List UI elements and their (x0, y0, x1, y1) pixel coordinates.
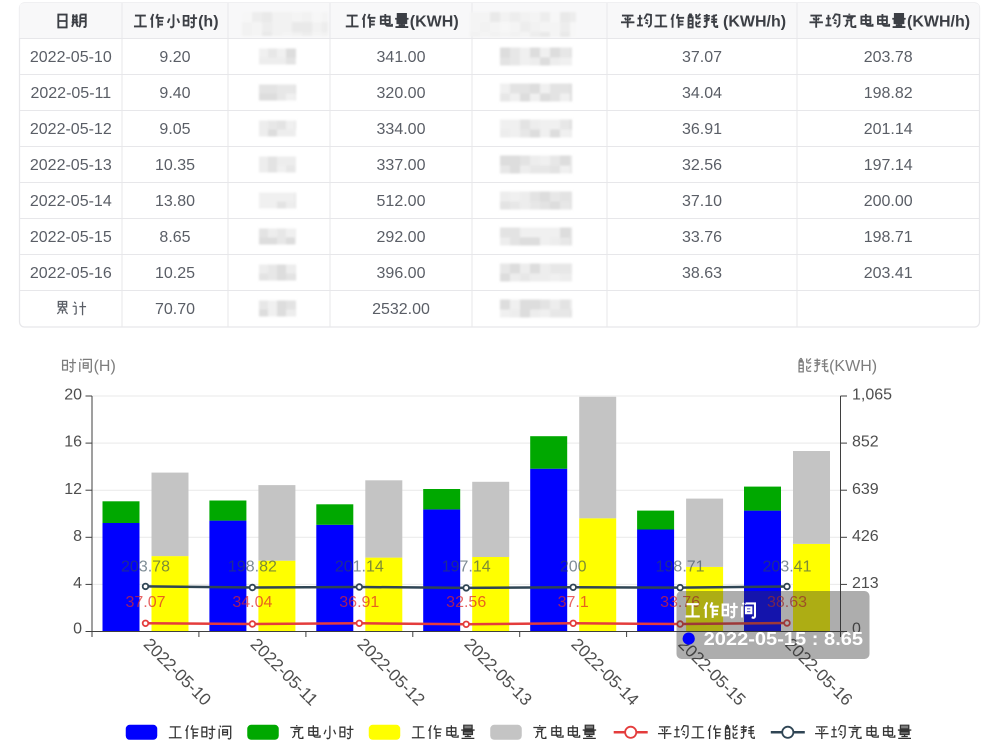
svg-text:334.00: 334.00 (377, 121, 426, 138)
svg-text:320.00: 320.00 (377, 85, 426, 102)
svg-text:70.70: 70.70 (155, 301, 195, 318)
svg-text:203.78: 203.78 (864, 49, 913, 66)
svg-text:2022-05-11: 2022-05-11 (30, 85, 111, 102)
svg-text:(H): (H) (94, 358, 116, 375)
svg-text:10.35: 10.35 (155, 157, 195, 174)
svg-text:0: 0 (73, 621, 82, 638)
svg-text:203.78: 203.78 (121, 559, 170, 576)
svg-text:198.82: 198.82 (228, 559, 277, 576)
svg-text:4: 4 (73, 575, 82, 592)
svg-text:36.91: 36.91 (682, 121, 722, 138)
svg-text:2022-05-10: 2022-05-10 (30, 49, 112, 66)
svg-text:37.07: 37.07 (125, 594, 165, 611)
svg-text:197.14: 197.14 (442, 559, 491, 576)
svg-text:2022-05-11: 2022-05-11 (247, 634, 322, 709)
svg-text:512.00: 512.00 (377, 193, 426, 210)
svg-text:198.71: 198.71 (864, 229, 913, 246)
svg-text:37.10: 37.10 (682, 193, 722, 210)
svg-text:203.41: 203.41 (864, 265, 913, 282)
svg-text:37.07: 37.07 (682, 49, 722, 66)
svg-text:1,065: 1,065 (852, 387, 892, 404)
svg-text:2022-05-14: 2022-05-14 (30, 193, 112, 210)
svg-text:2022-05-13: 2022-05-13 (461, 634, 536, 709)
svg-text:2022-05-12: 2022-05-12 (30, 121, 112, 138)
svg-text:12: 12 (64, 481, 82, 498)
svg-text:198.82: 198.82 (864, 85, 913, 102)
svg-text:20: 20 (64, 387, 82, 404)
svg-text:396.00: 396.00 (377, 265, 426, 282)
svg-text:(h): (h) (198, 14, 218, 31)
svg-text:341.00: 341.00 (377, 49, 426, 66)
svg-text:426: 426 (852, 528, 879, 545)
svg-text:(KWH/h): (KWH/h) (907, 14, 970, 31)
svg-text:639: 639 (852, 481, 879, 498)
svg-text:0: 0 (852, 621, 861, 638)
svg-text:34.04: 34.04 (682, 85, 722, 102)
svg-text:213: 213 (852, 575, 879, 592)
svg-text:37.1: 37.1 (558, 594, 589, 611)
svg-text:2022-05-14: 2022-05-14 (567, 634, 642, 709)
svg-text:2022-05-15: 2022-05-15 (30, 229, 112, 246)
svg-text:13.80: 13.80 (155, 193, 195, 210)
svg-text:33.76: 33.76 (682, 229, 722, 246)
svg-text:2022-05-15 : 8.65: 2022-05-15 : 8.65 (704, 629, 864, 649)
svg-text:8.65: 8.65 (159, 229, 190, 246)
svg-text:9.40: 9.40 (159, 85, 190, 102)
svg-text:(KWH/h): (KWH/h) (723, 14, 786, 31)
svg-text:2022-05-12: 2022-05-12 (354, 634, 429, 709)
svg-text:2022-05-10: 2022-05-10 (140, 634, 215, 709)
svg-text:10.25: 10.25 (155, 265, 195, 282)
svg-text:2022-05-16: 2022-05-16 (30, 265, 112, 282)
svg-text:200.00: 200.00 (864, 193, 913, 210)
svg-text:337.00: 337.00 (377, 157, 426, 174)
svg-text:9.20: 9.20 (159, 49, 190, 66)
svg-text:34.04: 34.04 (232, 594, 272, 611)
svg-text:2022-05-13: 2022-05-13 (30, 157, 112, 174)
svg-text:200: 200 (560, 559, 587, 576)
svg-text:203.41: 203.41 (763, 559, 812, 576)
svg-text:852: 852 (852, 434, 879, 451)
svg-text:201.14: 201.14 (335, 559, 384, 576)
svg-text:(KWH): (KWH) (829, 358, 877, 375)
svg-text:32.56: 32.56 (682, 157, 722, 174)
svg-text:33.76: 33.76 (660, 594, 700, 611)
svg-text:(KWH): (KWH) (410, 14, 459, 31)
svg-text:38.63: 38.63 (682, 265, 722, 282)
svg-text:8: 8 (73, 528, 82, 545)
svg-text:32.56: 32.56 (446, 594, 486, 611)
svg-text:201.14: 201.14 (864, 121, 913, 138)
svg-text:36.91: 36.91 (339, 594, 379, 611)
svg-text:2532.00: 2532.00 (372, 301, 430, 318)
svg-text:38.63: 38.63 (767, 594, 807, 611)
svg-text:16: 16 (64, 434, 82, 451)
svg-text:292.00: 292.00 (377, 229, 426, 246)
svg-text:9.05: 9.05 (159, 121, 190, 138)
svg-text:197.14: 197.14 (864, 157, 913, 174)
svg-text:198.71: 198.71 (656, 559, 705, 576)
